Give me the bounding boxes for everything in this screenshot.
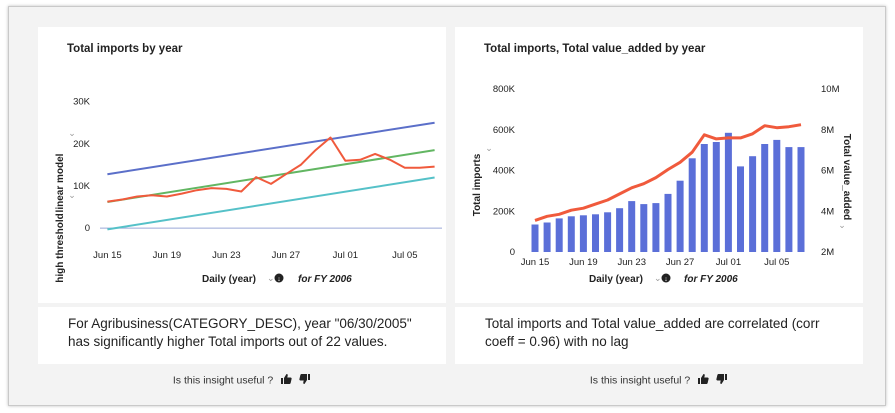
chevron-down-icon[interactable]: ⌄ [68, 128, 76, 138]
x-axis-note: for FY 2006 [298, 274, 352, 285]
x-tick-label: Jun 15 [521, 257, 550, 268]
y-axis-label-linear-model: linear model [55, 153, 66, 212]
svg-text:↓: ↓ [664, 276, 668, 283]
bar [712, 142, 720, 252]
chevron-down-icon[interactable]: ⌄ [654, 273, 662, 283]
bar [700, 144, 708, 252]
line-chart[interactable]: 0 10K 20K 30K Jun 15 Jun 19 Jun 23 Jun 27 Jul 01… [38, 27, 446, 303]
bar [664, 193, 672, 252]
chevron-down-icon[interactable]: ⌄ [485, 143, 493, 153]
feedback-row: Is this insight useful ? [455, 373, 863, 388]
x-axis-label: Daily (year) [589, 274, 643, 285]
y2-tick-label: 2M [821, 247, 834, 258]
bar [640, 204, 648, 252]
bar [579, 215, 587, 252]
bar [797, 147, 805, 252]
info-icon[interactable]: ↓ [661, 273, 671, 284]
card-title: Total imports by year [67, 43, 183, 55]
y-tick-label: 0 [85, 223, 90, 234]
series-line-0 [107, 121, 435, 176]
chevron-down-icon[interactable]: ⌄ [838, 220, 846, 230]
insight-card-imports-by-year: Total imports by year 0 10K 20K 30K Jun 15 Ju… [38, 27, 446, 303]
x-tick-label: Jul 01 [716, 257, 741, 268]
bar [543, 222, 551, 252]
x-tick-label: Jun 15 [93, 250, 122, 261]
x-axis-note: for FY 2006 [684, 274, 738, 285]
bar [761, 144, 769, 252]
bar [531, 224, 539, 252]
card-title: Total imports, Total value_added by year [484, 43, 706, 55]
y-tick-label: 30K [73, 97, 91, 108]
y-axis-label-total-value-added: Total value_added [841, 134, 852, 221]
chevron-down-icon[interactable]: ⌄ [68, 190, 76, 200]
info-icon[interactable]: ↓ [274, 273, 284, 284]
y2-tick-label: 8M [821, 125, 834, 136]
feedback-row: Is this insight useful ? [38, 373, 446, 388]
y2-tick-label: 10M [821, 84, 840, 95]
x-tick-label: Jun 27 [666, 257, 695, 268]
x-tick-label: Jun 23 [212, 250, 241, 261]
thumbs-up-icon[interactable] [697, 373, 709, 388]
x-tick-label: Jun 27 [272, 250, 301, 261]
bar [628, 201, 636, 252]
bar [604, 212, 612, 252]
x-tick-label: Jul 05 [764, 257, 789, 268]
x-tick-label: Jun 19 [569, 257, 598, 268]
series-line-1 [107, 149, 435, 203]
bar [676, 180, 684, 252]
bar [785, 147, 793, 252]
insights-frame: Total imports by year 0 10K 20K 30K Jun 15 Ju… [8, 6, 886, 406]
bar [724, 132, 732, 252]
y-tick-label: 20K [73, 139, 91, 150]
series-line-2 [107, 176, 435, 231]
x-tick-label: Jul 01 [333, 250, 358, 261]
x-tick-label: Jun 23 [617, 257, 646, 268]
thumbs-down-icon[interactable] [299, 373, 311, 388]
y-tick-label: 400K [493, 166, 516, 177]
chevron-down-icon[interactable]: ⌄ [267, 273, 275, 283]
bar [749, 156, 757, 252]
bar [592, 214, 599, 252]
y-tick-label: 200K [493, 206, 516, 217]
bar [555, 218, 563, 252]
bar [616, 208, 624, 252]
combo-chart[interactable]: 0 200K 400K 600K 800K 2M 4M 6M 8M 10M Jun 15 Jun 19… [455, 27, 863, 303]
x-tick-label: Jun 19 [153, 250, 182, 261]
y-tick-label: 10K [73, 181, 91, 192]
y-axis-label-high-threshold: high threshold [55, 213, 66, 282]
insight-text: For Agribusiness(CATEGORY_DESC), year "0… [38, 307, 446, 364]
bar [652, 203, 660, 252]
x-axis-label: Daily (year) [202, 274, 256, 285]
series-line-3 [107, 136, 435, 203]
bar [567, 216, 575, 252]
insight-card-imports-value-added: Total imports, Total value_added by year… [455, 27, 863, 303]
svg-text:↓: ↓ [277, 276, 281, 283]
y-tick-label: 0 [510, 247, 515, 258]
value-added-line [534, 123, 802, 222]
insight-text: Total imports and Total value_added are … [455, 307, 863, 364]
thumbs-down-icon[interactable] [716, 373, 728, 388]
bar [688, 158, 696, 252]
thumbs-up-icon[interactable] [280, 373, 292, 388]
bar [773, 139, 781, 252]
x-tick-label: Jul 05 [392, 250, 417, 261]
bar [737, 166, 744, 252]
feedback-label: Is this insight useful ? [172, 374, 274, 387]
y-tick-label: 800K [493, 84, 516, 95]
y-tick-label: 600K [493, 125, 516, 136]
y2-tick-label: 4M [821, 206, 834, 217]
y2-tick-label: 6M [821, 166, 834, 177]
feedback-label: Is this insight useful ? [589, 374, 691, 387]
y-axis-label-total-imports: Total imports [472, 153, 483, 216]
